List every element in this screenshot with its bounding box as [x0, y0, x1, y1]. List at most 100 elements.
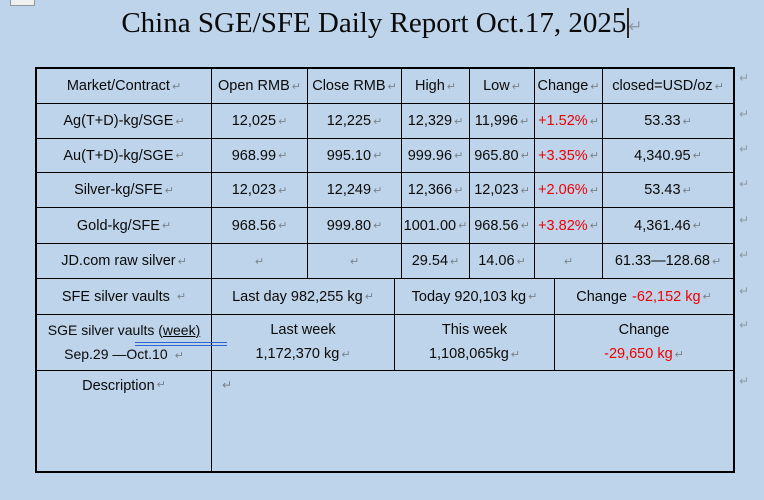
header-market-contract[interactable]: Market/Contract ↵ — [37, 69, 212, 104]
cell-sfe-last-day[interactable]: Last day 982,255 kg ↵ — [212, 279, 395, 315]
header-low[interactable]: Low ↵ — [470, 69, 535, 104]
cell-change[interactable]: +1.52% ↵ — [535, 104, 603, 139]
cell-usd[interactable]: 53.43 ↵ — [603, 173, 733, 208]
cell-end-marker: ↵ — [682, 114, 692, 128]
change-value: +3.35% — [538, 147, 588, 164]
cell-end-marker: ↵ — [692, 219, 702, 232]
cell-usd[interactable]: 4,361.46 ↵ — [603, 208, 733, 244]
cell-end-marker: ↵ — [278, 183, 288, 197]
cell-end-marker: ↵ — [175, 114, 185, 128]
cell-end-marker: ↵ — [520, 149, 530, 162]
cell-end-marker: ↵ — [589, 183, 599, 197]
cell-usd[interactable]: 4,340.95 ↵ — [603, 139, 733, 173]
cell-end-marker: ↵ — [589, 149, 599, 162]
cell-change-empty[interactable]: ↵ — [535, 244, 603, 279]
cell-end-marker: ↵ — [520, 114, 530, 128]
cell-open-empty[interactable]: ↵ — [212, 244, 308, 279]
cell-sge-last-week[interactable]: Last week 1,172,370 kg ↵ — [212, 315, 395, 371]
cell-change[interactable]: +3.35% ↵ — [535, 139, 603, 173]
cell-market[interactable]: JD.com raw silver ↵ — [37, 244, 212, 279]
cell-end-marker: ↵ — [563, 254, 574, 268]
cell-high[interactable]: 12,329 ↵ — [402, 104, 470, 139]
cell-end-marker: ↵ — [174, 348, 184, 362]
cell-open[interactable]: 968.56 ↵ — [212, 208, 308, 244]
sge-week-word: week) — [162, 321, 201, 338]
cell-end-marker: ↵ — [589, 219, 599, 232]
cell-end-marker: ↵ — [164, 183, 174, 197]
cell-end-marker: ↵ — [176, 290, 187, 303]
header-close-rmb[interactable]: Close RMB ↵ — [308, 69, 402, 104]
cell-change[interactable]: +3.82% ↵ — [535, 208, 603, 244]
cell-end-marker: ↵ — [702, 290, 712, 303]
cell-sge-vaults-label[interactable]: SGE silver vaults (week) Sep.29 —Oct.10 ↵ — [37, 315, 227, 371]
cell-low[interactable]: 968.56 ↵ — [470, 208, 535, 244]
cell-market[interactable]: Silver-kg/SFE ↵ — [37, 173, 212, 208]
cell-end-marker: ↵ — [373, 183, 383, 197]
cell-end-marker: ↵ — [682, 183, 692, 197]
cell-low[interactable]: 965.80 ↵ — [470, 139, 535, 173]
cell-end-marker: ↵ — [520, 183, 530, 197]
cell-sge-this-week[interactable]: This week 1,108,065kg ↵ — [395, 315, 555, 371]
cell-market[interactable]: Ag(T+D)-kg/SGE ↵ — [37, 104, 212, 139]
cell-end-marker: ↵ — [454, 183, 464, 197]
cell-end-marker: ↵ — [278, 149, 288, 162]
cell-low[interactable]: 11,996 ↵ — [470, 104, 535, 139]
cell-usd[interactable]: 53.33 ↵ — [603, 104, 733, 139]
sge-last-week-value: 1,172,370 kg ↵ — [255, 346, 351, 362]
cell-end-marker: ↵ — [373, 114, 383, 128]
cell-description-body[interactable]: ↵ — [212, 371, 733, 471]
row-end-marker: ↵ — [739, 107, 750, 121]
cell-low[interactable]: 14.06 ↵ — [470, 244, 535, 279]
cell-market[interactable]: Au(T+D)-kg/SGE ↵ — [37, 139, 212, 173]
change-value: +1.52% — [538, 113, 588, 129]
cell-end-marker: ↵ — [373, 219, 383, 232]
cell-high[interactable]: 999.96 ↵ — [402, 139, 470, 173]
cell-end-marker: ↵ — [177, 254, 187, 268]
row-end-marker: ↵ — [739, 318, 750, 332]
cell-end-marker: ↵ — [590, 79, 600, 93]
cell-sge-change[interactable]: Change -29,650 kg ↵ — [555, 315, 733, 371]
cell-high[interactable]: 29.54 ↵ — [402, 244, 470, 279]
cell-end-marker: ↵ — [510, 348, 521, 361]
cell-sfe-change[interactable]: Change -62,152 kg ↵ — [555, 279, 733, 315]
vaults-section: SFE silver vaults ↵ Last day 982,255 kg ↵ … — [37, 279, 733, 371]
document-title-line[interactable]: China SGE/SFE Daily Report Oct.17, 2025 ↵ — [0, 7, 764, 40]
cell-usd[interactable]: 61.33—128.68 ↵ — [603, 244, 733, 279]
cell-open[interactable]: 968.99 ↵ — [212, 139, 308, 173]
cell-end-marker: ↵ — [458, 219, 468, 232]
cell-end-marker: ↵ — [520, 219, 530, 232]
cell-end-marker: ↵ — [446, 79, 457, 93]
cell-end-marker: ↵ — [254, 254, 265, 268]
cell-market[interactable]: Gold-kg/SFE ↵ — [37, 208, 212, 244]
cell-open[interactable]: 12,025 ↵ — [212, 104, 308, 139]
cell-close[interactable]: 12,225 ↵ — [308, 104, 402, 139]
change-value: +3.82% — [538, 217, 588, 234]
header-closed-usd[interactable]: closed=USD/oz ↵ — [603, 69, 733, 104]
cell-end-marker: ↵ — [291, 79, 301, 93]
cell-end-marker: ↵ — [454, 149, 464, 162]
cell-close-empty[interactable]: ↵ — [308, 244, 402, 279]
cell-end-marker: ↵ — [175, 149, 185, 162]
cell-end-marker: ↵ — [511, 79, 521, 93]
cell-high[interactable]: 12,366 ↵ — [402, 173, 470, 208]
cell-open[interactable]: 12,023 ↵ — [212, 173, 308, 208]
cell-close[interactable]: 995.10 ↵ — [308, 139, 402, 173]
row-end-marker: ↵ — [739, 374, 750, 388]
sge-label-line: SGE silver vaults (week) — [47, 321, 201, 338]
cell-sfe-today[interactable]: Today 920,103 kg ↵ — [395, 279, 555, 315]
cell-close[interactable]: 12,249 ↵ — [308, 173, 402, 208]
cell-description-label[interactable]: Description ↵ — [37, 371, 212, 471]
cell-low[interactable]: 12,023 ↵ — [470, 173, 535, 208]
cell-change[interactable]: +2.06% ↵ — [535, 173, 603, 208]
row-end-marker: ↵ — [739, 248, 750, 262]
cell-sfe-vaults-label[interactable]: SFE silver vaults ↵ — [37, 279, 212, 315]
cell-close[interactable]: 999.80 ↵ — [308, 208, 402, 244]
header-open-rmb[interactable]: Open RMB ↵ — [212, 69, 308, 104]
cell-high[interactable]: 1001.00 ↵ — [402, 208, 470, 244]
cell-end-marker: ↵ — [373, 149, 383, 162]
header-high[interactable]: High ↵ — [402, 69, 470, 104]
header-change[interactable]: Change ↵ — [535, 69, 603, 104]
cell-end-marker: ↵ — [171, 79, 182, 93]
report-table: Market/Contract ↵ Open RMB ↵ Close RMB ↵ Hi… — [35, 67, 735, 473]
